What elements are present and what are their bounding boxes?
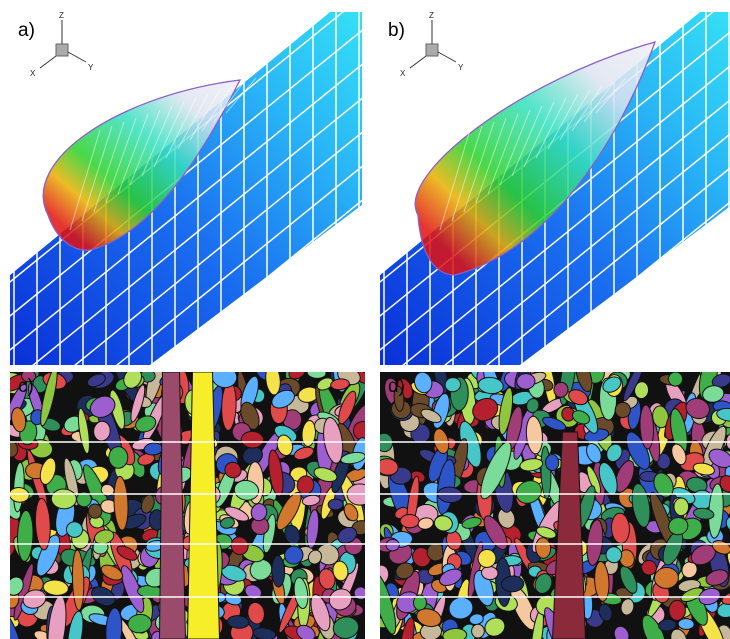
panel-label: a)	[18, 20, 35, 41]
panel-label: d)	[388, 376, 405, 397]
panel-label: b)	[388, 20, 405, 41]
grain	[669, 600, 686, 620]
grain	[674, 498, 689, 516]
grain	[400, 514, 419, 528]
grain	[386, 539, 400, 551]
axis-y	[68, 52, 86, 62]
grain	[668, 372, 683, 387]
grain-map	[0, 343, 380, 639]
axis-z-label: Z	[59, 11, 64, 20]
panel-label: c)	[18, 376, 34, 397]
grain	[545, 454, 559, 470]
grain-map	[368, 346, 730, 639]
grain	[109, 447, 128, 469]
grain	[241, 431, 264, 448]
axis-cube	[56, 44, 68, 56]
axis-x	[410, 56, 426, 68]
grain	[271, 555, 285, 587]
figure: a) Z X Yb) Z X Yc) d)	[0, 0, 730, 639]
grain	[328, 499, 343, 510]
axis-z-label: Z	[429, 11, 434, 20]
axis-cube	[426, 44, 438, 56]
axis-y-label: Y	[88, 63, 94, 72]
axis-y	[438, 52, 456, 62]
axis-x-label: X	[30, 69, 36, 78]
axis-y-label: Y	[458, 63, 464, 72]
grain	[471, 624, 484, 638]
axis-x-label: X	[400, 69, 406, 78]
axis-x	[40, 56, 56, 68]
